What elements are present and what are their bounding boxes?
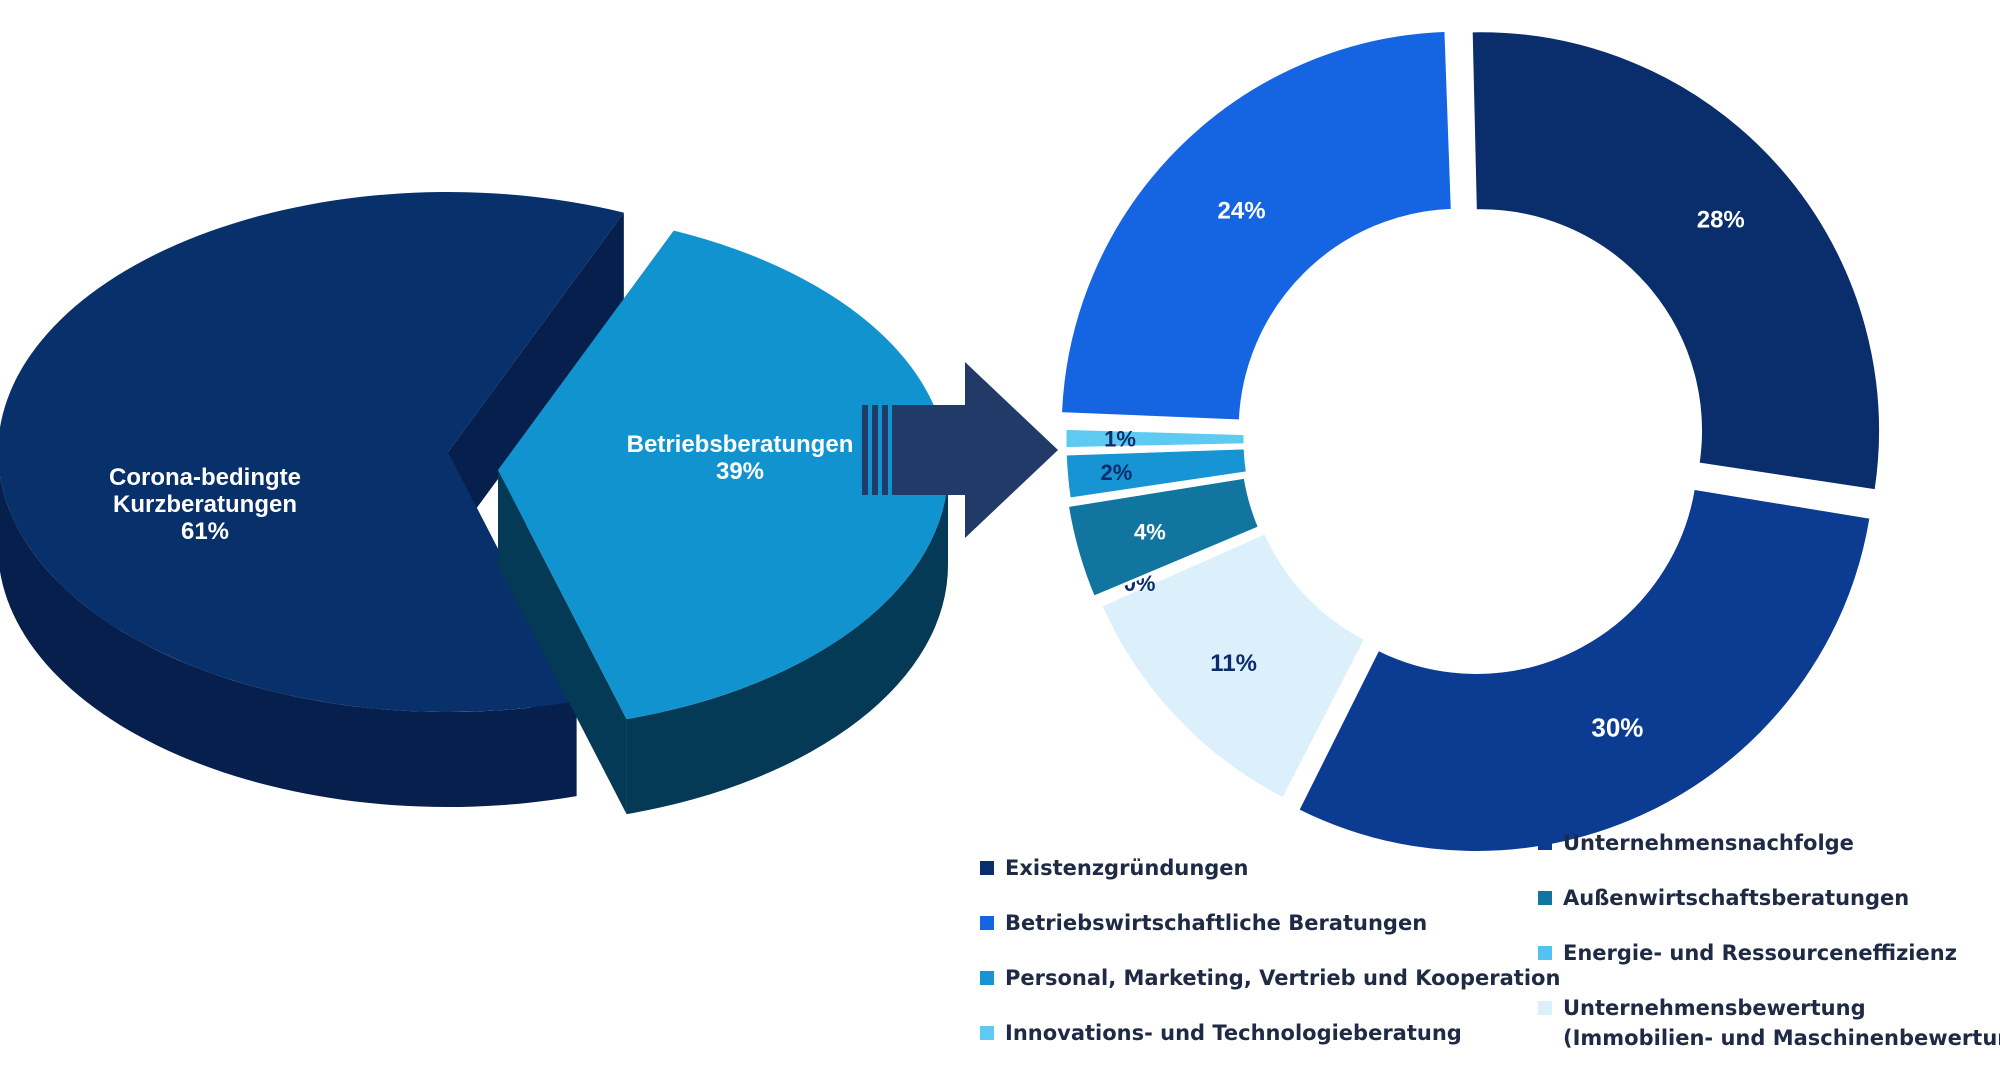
- legend-label: Unternehmensnachfolge: [1563, 831, 1854, 855]
- pie-slice-side-wall: [0, 475, 577, 807]
- pie-slice-top: [0, 192, 624, 712]
- donut-value-label: 4%: [1134, 520, 1166, 545]
- pie-slice-betriebsberatungen: [498, 230, 949, 815]
- pie-slice-label-line: 39%: [716, 458, 764, 485]
- donut-value-label: 28%: [1697, 206, 1745, 233]
- donut-slice: [1098, 530, 1368, 802]
- pie-slice-label-line: Betriebsberatungen: [627, 431, 854, 458]
- legend-label: Energie- und Ressourceneffizienz: [1563, 941, 1957, 965]
- donut-value-label: 24%: [1218, 197, 1266, 224]
- legend-swatch: [980, 916, 994, 930]
- legend-swatch: [1538, 1001, 1552, 1015]
- donut-slice: [1058, 28, 1454, 423]
- pie-slice-label-line: Corona-bedingte: [109, 464, 301, 491]
- pie-slice-cut-wall: [448, 212, 624, 547]
- legend-swatch: [1538, 946, 1552, 960]
- legend-label: Unternehmensbewertung: [1563, 996, 1866, 1020]
- pie-slice-label: Betriebsberatungen 39%: [627, 431, 854, 485]
- pie-slice-cut-wall: [498, 470, 627, 815]
- legend-swatch: [1538, 836, 1552, 850]
- legend-item: Innovations- und Technologieberatung: [980, 1021, 1462, 1045]
- donut-legend: Existenzgründungen Betriebswirtschaftlich…: [980, 831, 2000, 1050]
- donut-slice: [1065, 475, 1262, 600]
- donut-value-label: 30%: [1591, 713, 1643, 743]
- legend-item: Unternehmensbewertung (Immobilien- und Ma…: [1538, 996, 2000, 1050]
- donut-value-label: 11%: [1210, 650, 1257, 677]
- legend-item: Unternehmensnachfolge: [1538, 831, 1854, 855]
- legend-label: Personal, Marketing, Vertrieb und Kooper…: [1005, 966, 1560, 990]
- pie-slice-corona-kurzberatungen: [0, 192, 624, 807]
- legend-swatch: [980, 971, 994, 985]
- legend-label: Außenwirtschaftsberatungen: [1563, 886, 1909, 910]
- donut-value-label: 2%: [1101, 460, 1133, 485]
- right-arrow-icon: [862, 362, 1058, 538]
- legend-label-line2: (Immobilien- und Maschinenbewertung): [1563, 1026, 2000, 1050]
- legend-item: Energie- und Ressourceneffizienz: [1538, 941, 1957, 965]
- pie-chart-3d: Corona-bedingte Kurzberatungen 61% Betriebs…: [0, 192, 949, 815]
- legend-item: Außenwirtschaftsberatungen: [1538, 886, 1909, 910]
- legend-swatch: [980, 1026, 994, 1040]
- donut-slice: [1469, 29, 1882, 493]
- donut-slice: [1095, 526, 1266, 604]
- donut-slice: [1063, 446, 1250, 501]
- pie-slice-side-wall: [626, 470, 949, 815]
- donut-slice: [1295, 486, 1873, 854]
- legend-item: Existenzgründungen: [980, 856, 1249, 880]
- donut-value-label: 1%: [1104, 427, 1136, 452]
- legend-label: Innovations- und Technologieberatung: [1005, 1021, 1462, 1045]
- legend-swatch: [980, 861, 994, 875]
- legend-item: Personal, Marketing, Vertrieb und Kooper…: [980, 966, 1560, 990]
- pie-slice-label-line: Kurzberatungen: [113, 491, 297, 518]
- pie-slice-top: [498, 230, 948, 720]
- pie-slice-label-line: 61%: [181, 518, 229, 545]
- legend-label: Betriebswirtschaftliche Beratungen: [1005, 911, 1427, 935]
- donut-chart: 30%11%0%4%2%1%24% 28%: [1058, 28, 1882, 854]
- legend-item: Betriebswirtschaftliche Beratungen: [980, 911, 1427, 935]
- pie-slice-label: Corona-bedingte Kurzberatungen 61%: [109, 464, 301, 545]
- legend-swatch: [1538, 891, 1552, 905]
- donut-slice: [1063, 426, 1247, 451]
- legend-label: Existenzgründungen: [1005, 856, 1249, 880]
